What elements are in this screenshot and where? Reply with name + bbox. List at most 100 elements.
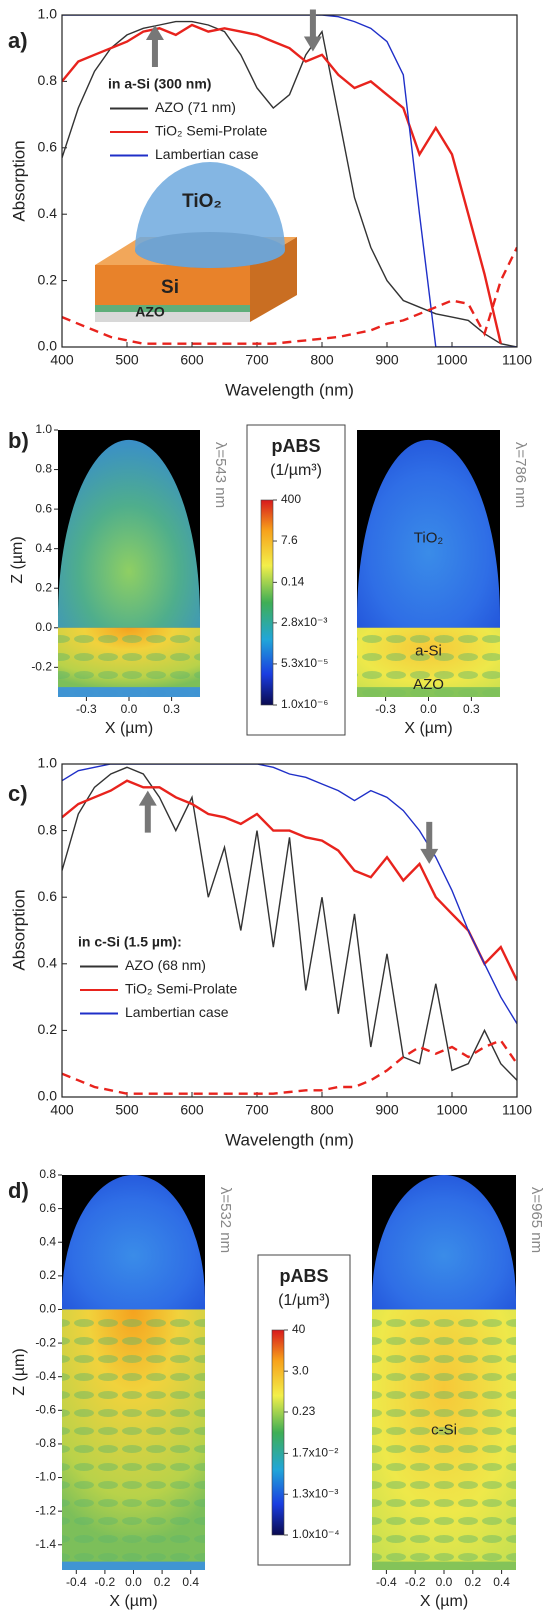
inset-label: Si: [161, 277, 179, 298]
legend-label: AZO (68 nm): [125, 957, 206, 973]
arrow: [303, 9, 322, 52]
x-tick-label: 0.0: [420, 702, 437, 716]
x-tick-label: 500: [115, 352, 139, 368]
y-tick-label: 0.6: [35, 501, 52, 515]
y-tick-label: 0.6: [39, 1201, 56, 1215]
colorbar-units: (1/µm³): [278, 1292, 330, 1309]
legend-label: AZO (71 nm): [155, 99, 236, 115]
wavelength-label: λ=532 nm: [217, 1187, 234, 1253]
y-tick-label: -0.2: [35, 1335, 56, 1349]
panel-label: a): [8, 28, 28, 53]
series-line: [62, 23, 502, 344]
panel-label: c): [8, 781, 28, 806]
panel-label: b): [8, 428, 29, 453]
y-tick-label: 0.8: [35, 462, 52, 476]
x-tick-label: -0.2: [95, 1575, 116, 1589]
colorbar-tick-label: 1.0x10⁻⁴: [292, 1527, 340, 1541]
y-tick-label: -0.2: [31, 660, 52, 674]
region-label: TiO₂: [414, 530, 444, 547]
x-tick-label: 0.4: [493, 1575, 510, 1589]
arrow: [420, 821, 439, 864]
y-tick-label: 0.0: [38, 1088, 58, 1104]
region-label: c-Si: [431, 1421, 457, 1438]
colorbar-tick-label: 40: [292, 1322, 306, 1336]
series-line: [62, 764, 517, 1025]
panel-label: d): [8, 1178, 29, 1203]
plot-frame: [61, 763, 518, 1098]
legend-label: TiO₂ Semi-Prolate: [155, 123, 267, 139]
map-fringes: [62, 1309, 205, 1570]
legend-label: Lambertian case: [155, 146, 259, 162]
map-fringes: [372, 1309, 516, 1570]
y-tick-label: -0.6: [35, 1402, 56, 1416]
map-bottom-layer: [62, 1561, 205, 1570]
series-line: [62, 246, 517, 345]
y-tick-label: 0.8: [39, 1167, 56, 1181]
x-tick-label: 0.0: [125, 1575, 142, 1589]
x-tick-label: 700: [245, 1102, 269, 1118]
x-tick-label: 1000: [436, 352, 467, 368]
x-tick-label: 600: [180, 352, 204, 368]
y-tick-label: 0.6: [38, 888, 58, 904]
x-tick-label: -0.3: [76, 702, 97, 716]
inset: TiO₂ Si AZO: [95, 162, 297, 322]
x-tick-label: 900: [375, 352, 399, 368]
y-axis-label: Z (µm): [9, 536, 26, 583]
legend-title: in c-Si (1.5 µm):: [78, 934, 182, 950]
y-tick-label: 0.2: [35, 580, 52, 594]
y-tick-label: 1.0: [38, 6, 58, 22]
series-line: [62, 766, 517, 1081]
x-axis-label: X (µm): [404, 720, 452, 737]
colorbar: [271, 1329, 285, 1536]
y-tick-label: -1.2: [35, 1503, 56, 1517]
series-line: [62, 1038, 517, 1095]
y-tick-label: 0.0: [39, 1302, 56, 1316]
x-tick-label: 0.2: [464, 1575, 481, 1589]
slab-si: [95, 265, 250, 305]
y-tick-label: -1.4: [35, 1537, 56, 1551]
inset-label: AZO: [135, 304, 165, 320]
y-tick-label: 0.0: [35, 620, 52, 634]
y-axis-label: Z (µm): [11, 1348, 28, 1395]
y-tick-label: 0.6: [38, 139, 58, 155]
colorbar-tick-label: 400: [281, 492, 301, 506]
plot-frame: [61, 14, 518, 348]
map-bottom-layer: [372, 1561, 516, 1570]
slab-azo: [95, 305, 250, 312]
colorbar-title: pABS: [280, 1266, 329, 1286]
colorbar-tick-label: 3.0: [292, 1363, 309, 1377]
y-tick-label: 0.4: [38, 205, 58, 221]
x-tick-label: 600: [180, 1102, 204, 1118]
colorbar-tick-label: 2.8x10⁻³: [281, 615, 327, 629]
x-tick-label: 400: [50, 352, 74, 368]
inset-label: TiO₂: [182, 191, 222, 212]
x-tick-label: 800: [310, 352, 334, 368]
map-bottom-layer: [357, 687, 500, 697]
arrow: [145, 24, 164, 67]
y-tick-label: 0.2: [39, 1268, 56, 1282]
x-tick-label: 0.4: [182, 1575, 199, 1589]
x-tick-label: 800: [310, 1102, 334, 1118]
x-axis-label: X (µm): [105, 720, 153, 737]
y-tick-label: 0.2: [38, 1021, 58, 1037]
series-line: [62, 20, 517, 347]
x-tick-label: 0.3: [463, 702, 480, 716]
x-tick-label: 1100: [502, 352, 532, 368]
map-dome: [372, 1175, 516, 1310]
x-axis-label: X (µm): [109, 1593, 157, 1610]
y-axis-label: Absorption: [9, 889, 28, 970]
y-tick-label: 0.8: [38, 72, 58, 88]
arrow: [138, 790, 157, 833]
series-line: [62, 779, 517, 982]
y-axis-label: Absorption: [9, 140, 28, 221]
dome: [135, 162, 285, 268]
map-bottom-layer: [58, 687, 200, 697]
colorbar-units: (1/µm³): [270, 462, 322, 479]
x-axis-label: Wavelength (nm): [225, 380, 354, 399]
x-axis-label: Wavelength (nm): [225, 1130, 354, 1149]
x-tick-label: 0.2: [154, 1575, 171, 1589]
map-fringes: [357, 627, 500, 697]
colorbar-title: pABS: [272, 436, 321, 456]
y-tick-label: 0.2: [38, 271, 58, 287]
